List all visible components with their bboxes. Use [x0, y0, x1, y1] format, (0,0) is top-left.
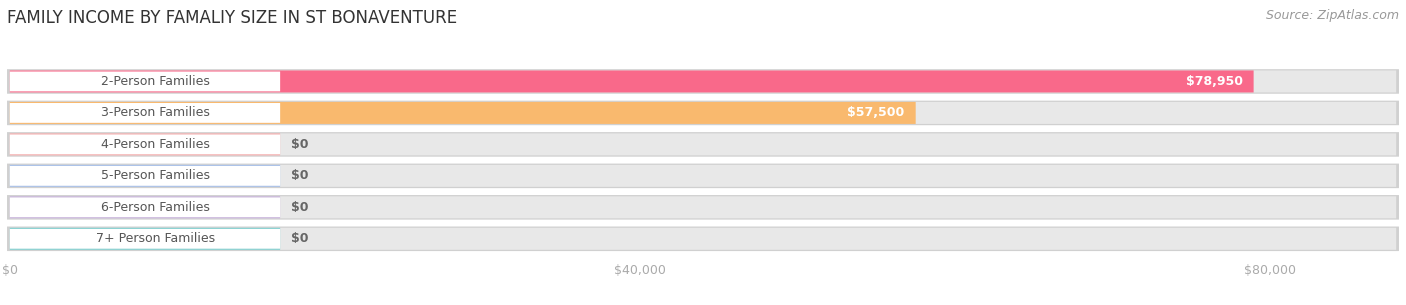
FancyBboxPatch shape	[7, 69, 1399, 94]
Text: $0: $0	[291, 169, 309, 182]
FancyBboxPatch shape	[10, 102, 915, 124]
Text: $78,950: $78,950	[1185, 75, 1243, 88]
FancyBboxPatch shape	[10, 166, 280, 186]
Text: $0: $0	[291, 138, 309, 151]
Text: $0: $0	[291, 201, 309, 214]
Text: $57,500: $57,500	[848, 106, 904, 120]
Text: $0: $0	[291, 232, 309, 245]
FancyBboxPatch shape	[10, 229, 280, 249]
Text: 4-Person Families: 4-Person Families	[101, 138, 211, 151]
Text: 3-Person Families: 3-Person Families	[101, 106, 211, 120]
FancyBboxPatch shape	[10, 133, 1396, 156]
FancyBboxPatch shape	[7, 227, 1399, 251]
FancyBboxPatch shape	[10, 70, 1254, 92]
FancyBboxPatch shape	[10, 228, 280, 250]
FancyBboxPatch shape	[10, 196, 280, 218]
Text: 5-Person Families: 5-Person Families	[101, 169, 211, 182]
FancyBboxPatch shape	[10, 70, 1396, 92]
FancyBboxPatch shape	[10, 133, 280, 156]
Text: Source: ZipAtlas.com: Source: ZipAtlas.com	[1265, 9, 1399, 22]
FancyBboxPatch shape	[10, 102, 1396, 124]
Text: 2-Person Families: 2-Person Families	[101, 75, 211, 88]
FancyBboxPatch shape	[7, 195, 1399, 220]
FancyBboxPatch shape	[10, 165, 280, 187]
Text: 7+ Person Families: 7+ Person Families	[96, 232, 215, 245]
FancyBboxPatch shape	[10, 228, 1396, 250]
Text: FAMILY INCOME BY FAMALIY SIZE IN ST BONAVENTURE: FAMILY INCOME BY FAMALIY SIZE IN ST BONA…	[7, 9, 457, 27]
FancyBboxPatch shape	[7, 163, 1399, 188]
FancyBboxPatch shape	[10, 72, 280, 92]
FancyBboxPatch shape	[7, 101, 1399, 125]
FancyBboxPatch shape	[10, 103, 280, 123]
FancyBboxPatch shape	[10, 197, 280, 217]
FancyBboxPatch shape	[10, 135, 280, 154]
FancyBboxPatch shape	[10, 196, 1396, 218]
Text: 6-Person Families: 6-Person Families	[101, 201, 211, 214]
FancyBboxPatch shape	[7, 132, 1399, 157]
FancyBboxPatch shape	[10, 165, 1396, 187]
